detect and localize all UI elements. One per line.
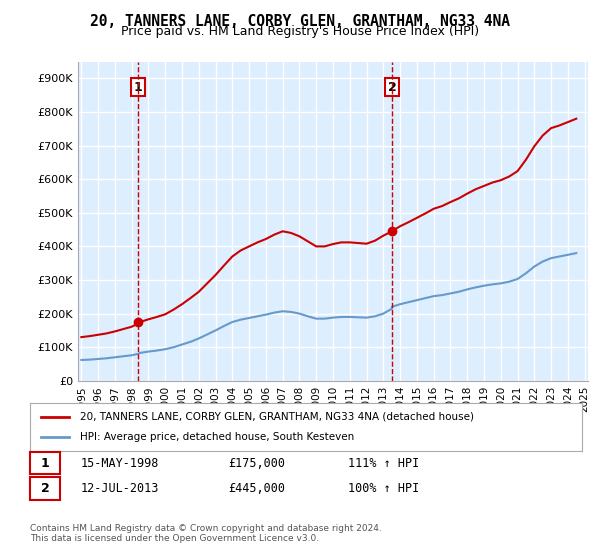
Text: 1: 1 [134, 81, 142, 94]
Text: 1: 1 [41, 456, 49, 470]
Text: 12-JUL-2013: 12-JUL-2013 [81, 482, 160, 495]
Text: 2: 2 [41, 482, 49, 495]
Text: 100% ↑ HPI: 100% ↑ HPI [348, 482, 419, 495]
Text: £175,000: £175,000 [228, 456, 285, 470]
Text: 2: 2 [388, 81, 397, 94]
Text: 111% ↑ HPI: 111% ↑ HPI [348, 456, 419, 470]
Text: 15-MAY-1998: 15-MAY-1998 [81, 456, 160, 470]
Text: £445,000: £445,000 [228, 482, 285, 495]
Text: HPI: Average price, detached house, South Kesteven: HPI: Average price, detached house, Sout… [80, 432, 354, 442]
Text: 20, TANNERS LANE, CORBY GLEN, GRANTHAM, NG33 4NA (detached house): 20, TANNERS LANE, CORBY GLEN, GRANTHAM, … [80, 412, 473, 422]
Text: 20, TANNERS LANE, CORBY GLEN, GRANTHAM, NG33 4NA: 20, TANNERS LANE, CORBY GLEN, GRANTHAM, … [90, 14, 510, 29]
Text: Contains HM Land Registry data © Crown copyright and database right 2024.
This d: Contains HM Land Registry data © Crown c… [30, 524, 382, 543]
Text: Price paid vs. HM Land Registry's House Price Index (HPI): Price paid vs. HM Land Registry's House … [121, 25, 479, 38]
